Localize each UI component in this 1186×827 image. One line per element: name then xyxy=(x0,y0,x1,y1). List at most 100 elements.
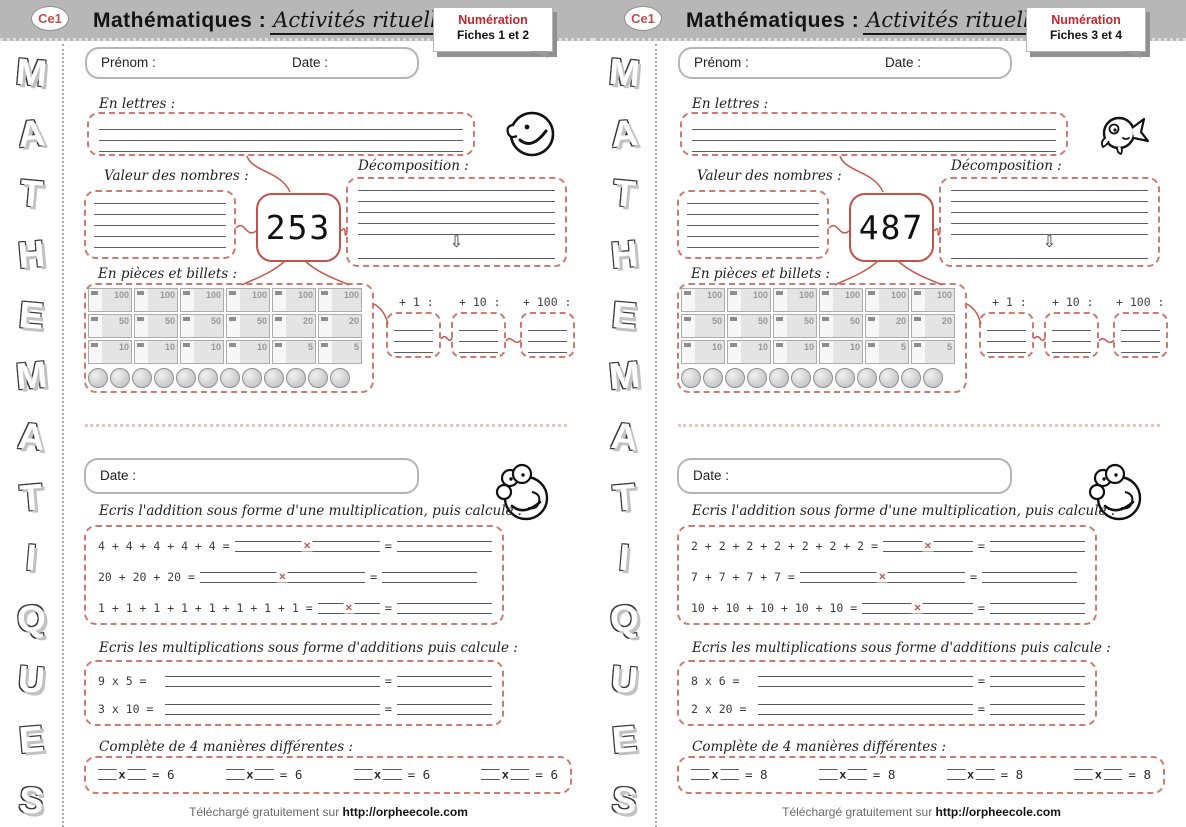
money-grid: 100 100 100 100 100 100 50 50 50 50 20 20 10 10 10 10 5 5 xyxy=(681,288,963,390)
euro-bill-20: 20 xyxy=(318,314,362,338)
decorative-letter-a: A xyxy=(15,414,47,459)
plus-1-box xyxy=(386,312,441,358)
decorative-letter-t: T xyxy=(610,172,638,216)
problem-expression: 2 x 20 = xyxy=(691,702,747,716)
equals-sign: = xyxy=(977,601,985,615)
euro-bill-100: 100 xyxy=(773,288,817,312)
times-mark: x xyxy=(244,767,256,782)
euro-bill-100: 100 xyxy=(865,288,909,312)
tag-fiches: Fiches 3 et 4 xyxy=(1049,28,1123,42)
answer-line: × xyxy=(882,539,973,552)
instruction-multiplication: Ecris les multiplications sous forme d'a… xyxy=(692,640,1111,656)
result-line xyxy=(990,675,1085,687)
euro-bill-100: 100 xyxy=(727,288,771,312)
decorative-letter-a: A xyxy=(608,111,640,155)
date-box: Date : xyxy=(677,458,1012,494)
euro-coin xyxy=(330,368,350,388)
euro-bill-50: 50 xyxy=(819,314,863,338)
euro-bill-50: 50 xyxy=(134,314,178,338)
answer-line: × xyxy=(862,601,973,614)
grade-badge: Ce1 xyxy=(624,6,662,31)
decorative-letter-e: E xyxy=(609,718,639,762)
result-line xyxy=(982,571,1078,583)
complete-groups: x = 8 x = 8 x = 8 x = 8 xyxy=(691,767,1151,782)
equals-sign: = xyxy=(977,674,985,688)
problem-row: 7 + 7 + 7 + 7 = × = xyxy=(691,570,1085,584)
title-print: Mathématiques : xyxy=(686,9,860,32)
euro-coin xyxy=(703,368,723,388)
times-mark: x xyxy=(500,767,511,782)
writing-lines xyxy=(1052,330,1091,353)
decorative-letter-m: M xyxy=(13,50,49,95)
name-date-box: Prénom : Date : xyxy=(678,47,1012,79)
decomposition-writing-box xyxy=(346,177,567,267)
complete-box: x = 6 x = 6 x = 6 x = 6 xyxy=(84,756,572,794)
decorative-letter-t: T xyxy=(17,172,45,216)
multiplication-problems-box: 9 x 5 = = 3 x 10 = = xyxy=(84,660,504,726)
euro-bill-100: 100 xyxy=(819,288,863,312)
decorative-letter-s: S xyxy=(609,778,639,822)
times-mark: × xyxy=(876,569,888,584)
grade-badge: Ce1 xyxy=(31,6,69,31)
plus-100-box xyxy=(1113,312,1168,358)
footer-url[interactable]: http://orpheecole.com xyxy=(342,805,468,819)
euro-coin xyxy=(242,368,262,388)
euro-bill-50: 50 xyxy=(681,314,725,338)
euro-bill-10: 10 xyxy=(88,340,132,364)
euro-bill-10: 10 xyxy=(773,340,817,364)
pieces-billets-label: En pièces et billets : xyxy=(691,266,831,282)
euro-bill-100: 100 xyxy=(911,288,955,312)
footer-text: Téléchargé gratuitement sur xyxy=(189,805,343,819)
prenom-label: Prénom : xyxy=(694,55,749,70)
answer-line: x xyxy=(946,768,995,781)
tag-subject: Numération xyxy=(1051,13,1121,27)
writing-lines xyxy=(692,129,1056,152)
euro-coin xyxy=(176,368,196,388)
complete-result: = 8 xyxy=(745,767,768,782)
plus-1-label: + 1 : xyxy=(399,295,434,309)
writing-lines xyxy=(528,330,567,353)
euro-coin xyxy=(88,368,108,388)
fiche-tag: Numération Fiches 1 et 2 xyxy=(433,7,553,58)
euro-coin xyxy=(110,368,130,388)
en-lettres-label: En lettres : xyxy=(692,96,769,112)
date-label: Date : xyxy=(885,55,922,70)
result-line xyxy=(382,571,478,583)
euro-bill-100: 100 xyxy=(134,288,178,312)
complete-result: = 8 xyxy=(1128,767,1151,782)
problem-row: 2 + 2 + 2 + 2 + 2 + 2 + 2 = × = xyxy=(691,539,1085,553)
plus-100-box xyxy=(520,312,575,358)
writing-lines xyxy=(987,330,1026,353)
snail-face-icon xyxy=(1088,463,1142,521)
times-mark: × xyxy=(343,600,355,615)
problem-row: 9 x 5 = = xyxy=(98,674,492,688)
problem-expression: 4 + 4 + 4 + 4 + 4 = xyxy=(98,539,230,553)
problem-expression: 10 + 10 + 10 + 10 + 10 = xyxy=(691,601,858,615)
multiplication-problems-box: 8 x 6 = = 2 x 20 = = xyxy=(677,660,1097,726)
problem-expression: 9 x 5 = xyxy=(98,674,147,688)
euro-coin xyxy=(308,368,328,388)
valeur-writing-box xyxy=(84,190,236,259)
euro-bill-5: 5 xyxy=(865,340,909,364)
result-line xyxy=(397,602,492,614)
en-lettres-label: En lettres : xyxy=(99,96,176,112)
decorative-letter-a: A xyxy=(608,414,640,459)
decorative-letter-i: I xyxy=(617,536,631,579)
instruction-multiplication: Ecris les multiplications sous forme d'a… xyxy=(99,640,518,656)
plus-10-label: + 10 : xyxy=(459,295,501,309)
footer-url[interactable]: http://orpheecole.com xyxy=(935,805,1061,819)
writing-line xyxy=(951,258,1148,259)
decorative-letter-u: U xyxy=(15,657,47,701)
answer-line xyxy=(758,675,973,687)
times-mark: x xyxy=(1093,767,1104,782)
problem-row: 3 x 10 = = xyxy=(98,702,492,716)
problem-expression: 8 x 6 = xyxy=(691,674,740,688)
answer-line xyxy=(165,675,380,687)
plus-10-label: + 10 : xyxy=(1052,295,1094,309)
section-divider xyxy=(85,424,567,427)
answer-line: x xyxy=(353,768,402,781)
problem-expression: 3 x 10 = xyxy=(98,702,154,716)
fiche-tag: Numération Fiches 3 et 4 xyxy=(1026,7,1146,58)
